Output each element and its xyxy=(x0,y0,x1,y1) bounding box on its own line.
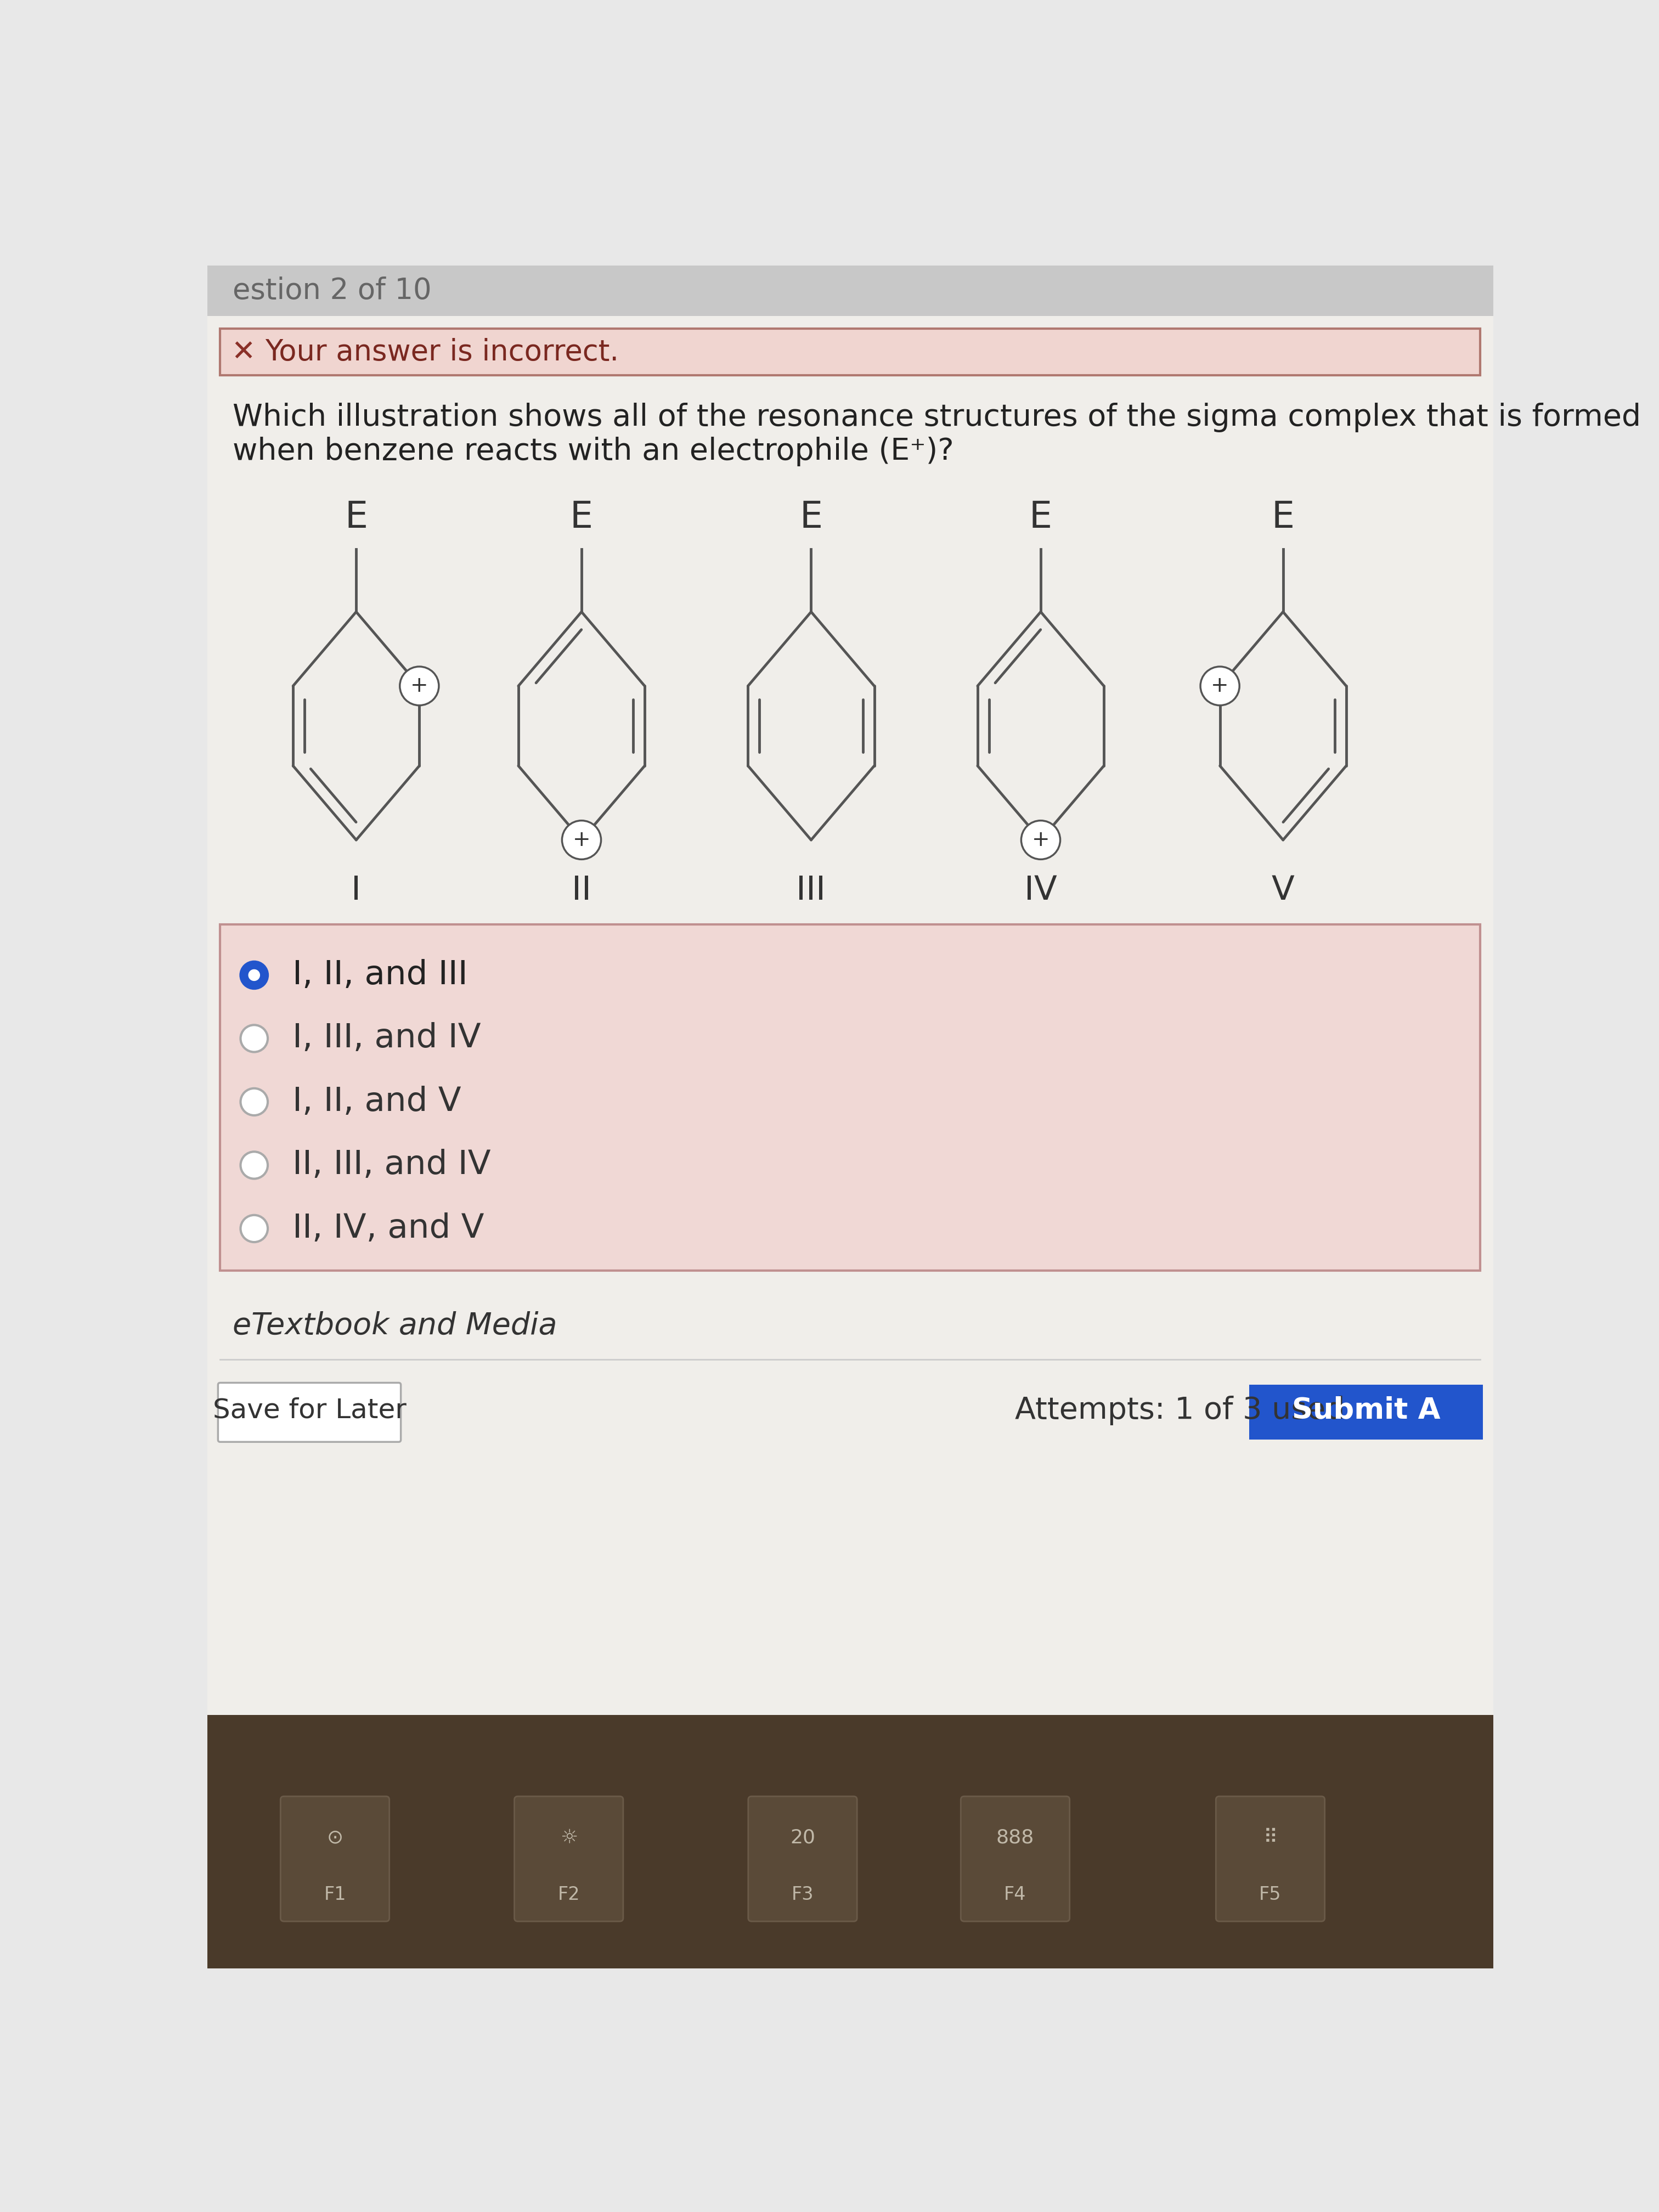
Circle shape xyxy=(241,1214,267,1243)
Text: Submit A: Submit A xyxy=(1292,1396,1440,1425)
Text: +: + xyxy=(572,830,591,849)
Circle shape xyxy=(241,962,267,989)
Text: II, IV, and V: II, IV, and V xyxy=(292,1212,484,1245)
Circle shape xyxy=(1201,666,1239,706)
FancyBboxPatch shape xyxy=(961,1796,1070,1922)
FancyBboxPatch shape xyxy=(207,1714,1493,1969)
Text: F2: F2 xyxy=(557,1885,581,1905)
Text: Which illustration shows all of the resonance structures of the sigma complex th: Which illustration shows all of the reso… xyxy=(232,403,1641,431)
FancyBboxPatch shape xyxy=(748,1796,858,1922)
Circle shape xyxy=(1022,821,1060,858)
Text: E: E xyxy=(571,500,592,535)
Text: E: E xyxy=(1029,500,1052,535)
Text: F5: F5 xyxy=(1259,1885,1281,1905)
Text: estion 2 of 10: estion 2 of 10 xyxy=(232,276,431,305)
Text: F1: F1 xyxy=(324,1885,347,1905)
FancyBboxPatch shape xyxy=(280,1796,390,1922)
Text: E: E xyxy=(1271,500,1294,535)
Text: +: + xyxy=(410,675,428,697)
Text: III: III xyxy=(796,874,826,907)
Text: I, II, and III: I, II, and III xyxy=(292,960,468,991)
Circle shape xyxy=(400,666,440,706)
Text: E: E xyxy=(345,500,368,535)
Text: eTextbook and Media: eTextbook and Media xyxy=(232,1312,557,1340)
Text: ☼: ☼ xyxy=(559,1829,577,1847)
Text: +: + xyxy=(1032,830,1050,849)
Text: ⠿: ⠿ xyxy=(1262,1829,1277,1847)
Text: Your answer is incorrect.: Your answer is incorrect. xyxy=(265,338,619,367)
Text: II, III, and IV: II, III, and IV xyxy=(292,1148,491,1181)
Text: IV: IV xyxy=(1024,874,1057,907)
Text: 888: 888 xyxy=(995,1829,1034,1847)
Text: ✕: ✕ xyxy=(231,338,255,367)
Circle shape xyxy=(562,821,601,858)
Text: II: II xyxy=(572,874,591,907)
Text: F4: F4 xyxy=(1004,1885,1027,1905)
FancyBboxPatch shape xyxy=(514,1796,624,1922)
Text: Save for Later: Save for Later xyxy=(212,1398,406,1422)
Text: when benzene reacts with an electrophile (E⁺)?: when benzene reacts with an electrophile… xyxy=(232,436,954,467)
Text: F3: F3 xyxy=(791,1885,813,1905)
FancyBboxPatch shape xyxy=(1216,1796,1326,1922)
Circle shape xyxy=(241,1088,267,1115)
Text: V: V xyxy=(1271,874,1294,907)
FancyBboxPatch shape xyxy=(217,1383,401,1442)
FancyBboxPatch shape xyxy=(207,265,1493,316)
Text: I, II, and V: I, II, and V xyxy=(292,1086,461,1117)
Text: E: E xyxy=(800,500,823,535)
Text: Attempts: 1 of 3 used: Attempts: 1 of 3 used xyxy=(1015,1396,1345,1425)
Circle shape xyxy=(249,969,260,980)
Text: ⊙: ⊙ xyxy=(327,1829,343,1847)
Text: +: + xyxy=(1211,675,1229,697)
Circle shape xyxy=(241,1024,267,1053)
Circle shape xyxy=(241,1152,267,1179)
FancyBboxPatch shape xyxy=(221,925,1480,1272)
FancyBboxPatch shape xyxy=(207,316,1493,1714)
Text: 20: 20 xyxy=(790,1829,815,1847)
FancyBboxPatch shape xyxy=(1249,1385,1483,1440)
FancyBboxPatch shape xyxy=(221,330,1480,376)
Text: I, III, and IV: I, III, and IV xyxy=(292,1022,481,1055)
Text: I: I xyxy=(352,874,362,907)
